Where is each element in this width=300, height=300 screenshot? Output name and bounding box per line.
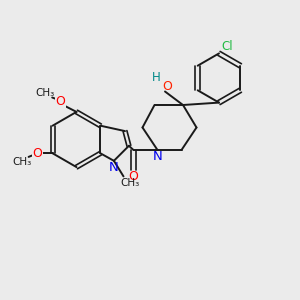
Text: O: O	[129, 170, 138, 184]
Text: Cl: Cl	[222, 40, 233, 53]
Text: O: O	[33, 147, 43, 160]
Text: CH₃: CH₃	[35, 88, 55, 98]
Text: N: N	[153, 150, 162, 163]
Text: O: O	[56, 95, 65, 108]
Text: CH₃: CH₃	[120, 178, 139, 188]
Text: CH₃: CH₃	[12, 157, 32, 167]
Text: O: O	[163, 80, 172, 93]
Text: N: N	[109, 161, 119, 174]
Text: H: H	[152, 70, 161, 84]
